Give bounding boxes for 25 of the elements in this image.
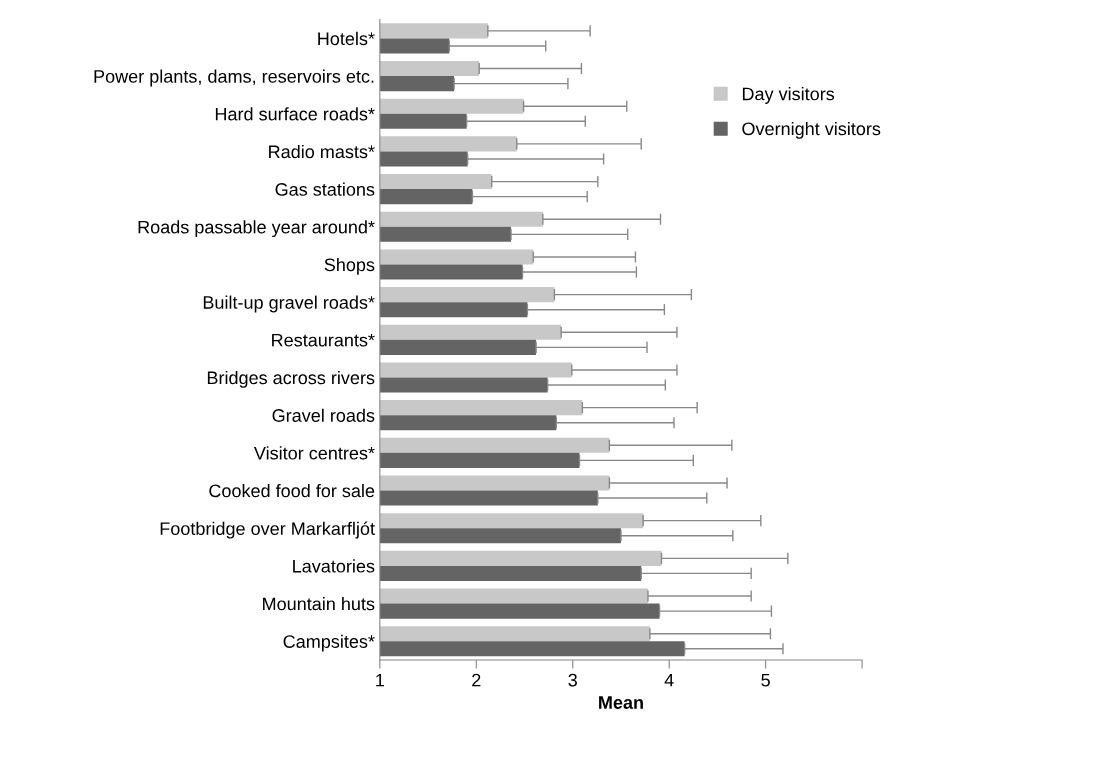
y-tick-label: Visitor centres*	[253, 446, 375, 460]
legend-label: Overnight visitors	[742, 121, 881, 139]
x-tick-label: 5	[761, 673, 770, 687]
legend-label: Day visitors	[742, 87, 835, 104]
x-tick-label: 1	[376, 673, 384, 687]
y-tick-label: Mountain huts	[263, 597, 375, 611]
y-tick-label: Campsites*	[283, 634, 375, 652]
y-tick-label: Built-up gravel roads*	[203, 295, 375, 313]
y-tick-label: Radio masts*	[269, 144, 375, 159]
y-tick-label: Hard surface roads*	[215, 107, 375, 121]
y-tick-label: Gravel roads	[272, 408, 375, 422]
y-tick-label: Bridges across rivers	[207, 370, 375, 388]
y-tick-label: Lavatories	[293, 559, 375, 573]
y-tick-label: Power plants, dams, reservoirs etc.	[94, 69, 374, 87]
y-tick-label: Footbridge over Markarfljót	[160, 521, 375, 539]
x-tick-label: 4	[664, 673, 674, 687]
y-tick-label: Hotels*	[318, 31, 375, 46]
y-tick-label: Shops	[324, 257, 375, 275]
x-tick-label: 3	[568, 673, 577, 687]
x-tick-label: 2	[472, 673, 481, 687]
y-tick-label: Cooked food for sale	[209, 483, 375, 498]
y-tick-label: Roads passable year around*	[138, 220, 375, 238]
x-axis-title: Mean	[599, 696, 643, 709]
y-tick-label: Restaurants*	[272, 333, 375, 347]
y-tick-label: Gas stations	[275, 182, 375, 196]
